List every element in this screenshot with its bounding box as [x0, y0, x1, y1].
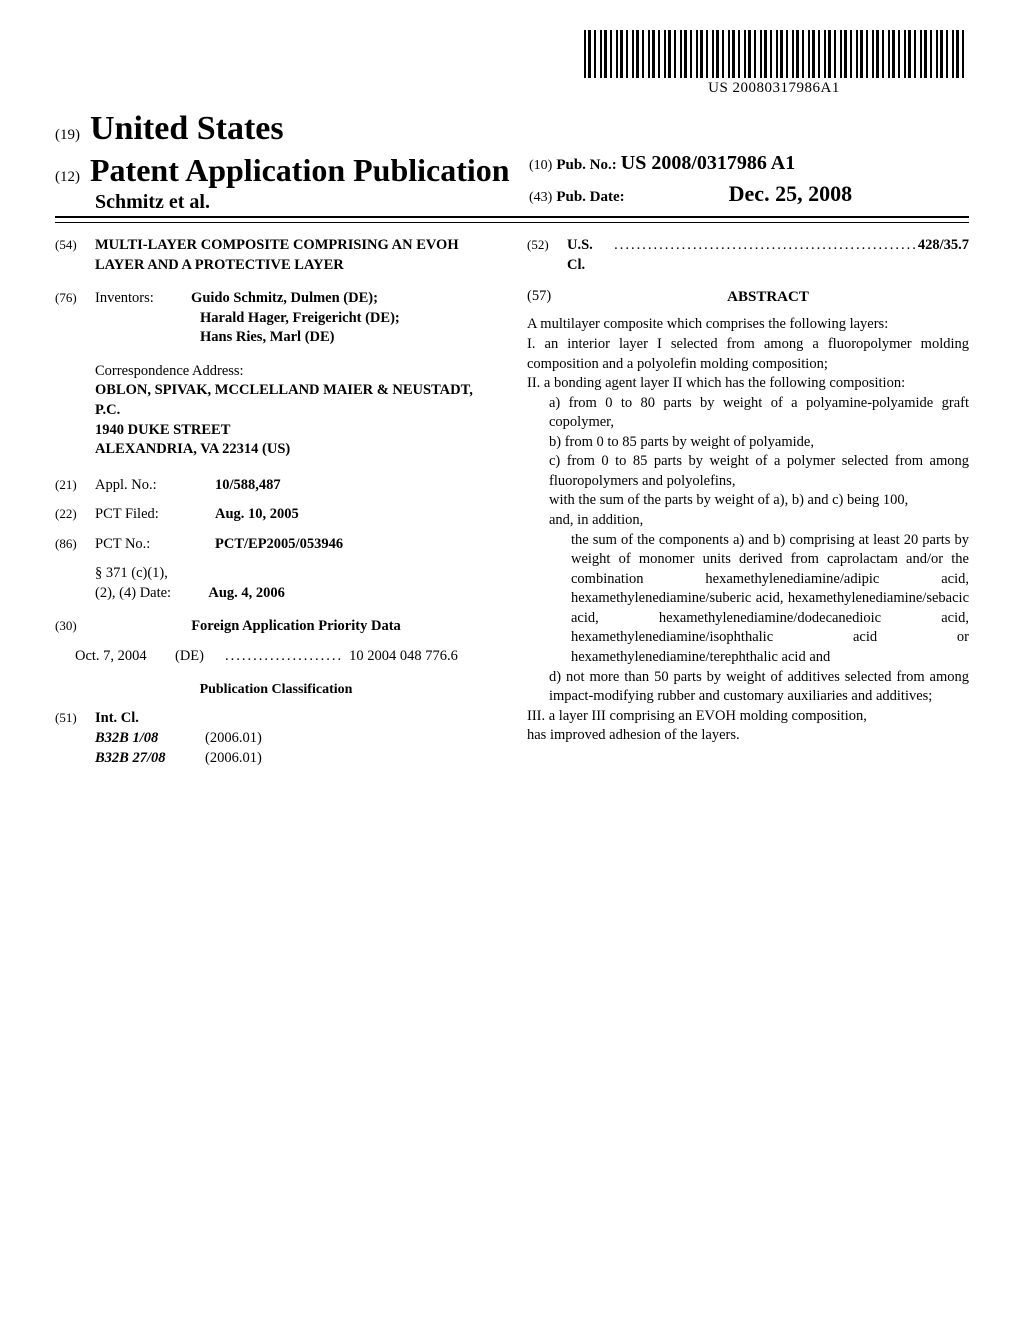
item-a: a) from 0 to 80 parts by weight of a pol…: [549, 394, 969, 433]
intcl-entry-1: B32B 1/08 (2006.01): [95, 729, 325, 749]
intcl-label: Int. Cl.: [95, 709, 325, 729]
correspondence-label: Correspondence Address:: [95, 362, 497, 382]
s371-block: § 371 (c)(1), (2), (4) Date: Aug. 4, 200…: [95, 564, 497, 603]
pubno-label: Pub. No.:: [556, 157, 616, 173]
header-rule: [55, 216, 969, 223]
abstract-tail: has improved adhesion of the layers.: [527, 726, 969, 746]
pubno-value: US 2008/0317986 A1: [621, 152, 795, 174]
left-column: (54) MULTI-LAYER COMPOSITE COMPRISING AN…: [55, 236, 497, 774]
applno-value: 10/588,487: [215, 476, 497, 496]
intcl-cls-2: B32B 27/08: [95, 749, 205, 769]
foreign-priority-title: Foreign Application Priority Data: [95, 617, 497, 637]
uscl-row: (52) U.S. Cl. ..........................…: [527, 236, 969, 275]
code-51: (51): [55, 709, 95, 768]
barcode-text: US 20080317986A1: [584, 80, 964, 97]
foreign-priority-row: Oct. 7, 2004 (DE) ..................... …: [75, 647, 497, 667]
pctfiled-row: (22) PCT Filed: Aug. 10, 2005: [55, 505, 497, 525]
abstract-intro: A multilayer composite which comprises t…: [527, 315, 969, 335]
correspondence-block: Correspondence Address: OBLON, SPIVAK, M…: [95, 362, 497, 460]
code-86: (86): [55, 535, 95, 555]
applno-label: Appl. No.:: [95, 476, 215, 496]
corr-line-3: ALEXANDRIA, VA 22314 (US): [95, 440, 497, 460]
inventor-3: Hans Ries, Marl (DE): [200, 329, 335, 345]
title-entry: (54) MULTI-LAYER COMPOSITE COMPRISING AN…: [55, 236, 497, 275]
dots: .....................: [225, 647, 343, 667]
country: United States: [90, 110, 284, 147]
intcl-entry-2: B32B 27/08 (2006.01): [95, 749, 325, 769]
applno-row: (21) Appl. No.: 10/588,487: [55, 476, 497, 496]
pubdate-value: Dec. 25, 2008: [729, 181, 852, 206]
foreign-date: Oct. 7, 2004: [75, 647, 175, 667]
corr-line-2: 1940 DUKE STREET: [95, 421, 497, 441]
code-54: (54): [55, 236, 95, 275]
pctno-label: PCT No.:: [95, 535, 215, 555]
dots-2: ........................................…: [614, 236, 918, 275]
abstract-header: (57) ABSTRACT: [527, 287, 969, 315]
code-76: (76): [55, 289, 95, 348]
invention-title: MULTI-LAYER COMPOSITE COMPRISING AN EVOH…: [95, 236, 497, 275]
abstract-body: A multilayer composite which comprises t…: [527, 315, 969, 745]
intcl-row: (51) Int. Cl. B32B 1/08 (2006.01) B32B 2…: [55, 709, 497, 768]
pctfiled-label: PCT Filed:: [95, 505, 215, 525]
pubno-line: (10) Pub. No.: US 2008/0317986 A1: [529, 152, 969, 175]
country-line: (19) United States: [55, 110, 969, 148]
right-column: (52) U.S. Cl. ..........................…: [527, 236, 969, 774]
layer-II: II. a bonding agent layer II which has t…: [527, 374, 969, 394]
code-57: (57): [527, 287, 567, 315]
pubdate-label: Pub. Date:: [556, 189, 624, 205]
pctno-value: PCT/EP2005/053946: [215, 535, 497, 555]
item-c: c) from 0 to 85 parts by weight of a pol…: [549, 452, 969, 491]
s371-label-1: § 371 (c)(1),: [95, 564, 497, 584]
item-d: d) not more than 50 parts by weight of a…: [549, 668, 969, 707]
foreign-priority-entry: (30) Foreign Application Priority Data: [55, 617, 497, 637]
uscl-label: U.S. Cl.: [567, 236, 614, 275]
layer-I: I. an interior layer I selected from amo…: [527, 335, 969, 374]
barcode-region: US 20080317986A1: [584, 30, 964, 97]
foreign-num: 10 2004 048 776.6: [349, 647, 458, 667]
pubclass-title: Publication Classification: [55, 681, 497, 700]
pctno-row: (86) PCT No.: PCT/EP2005/053946: [55, 535, 497, 555]
pubdate-line: (43) Pub. Date: Dec. 25, 2008: [529, 181, 969, 207]
item-sum: with the sum of the parts by weight of a…: [549, 491, 969, 511]
code-30: (30): [55, 617, 95, 637]
intcl-ver-2: (2006.01): [205, 749, 325, 769]
code-22: (22): [55, 505, 95, 525]
barcode-graphic: [584, 30, 964, 78]
inventors-entry: (76) Inventors: Guido Schmitz, Dulmen (D…: [55, 289, 497, 348]
intcl-cls-1: B32B 1/08: [95, 729, 205, 749]
item-b: b) from 0 to 85 parts by weight of polya…: [549, 433, 969, 453]
code-43: (43): [529, 190, 552, 205]
pctfiled-value: Aug. 10, 2005: [215, 505, 497, 525]
s371-date: Aug. 4, 2006: [208, 585, 285, 601]
inventor-1: Guido Schmitz, Dulmen (DE);: [191, 290, 378, 306]
abstract-title: ABSTRACT: [567, 287, 969, 307]
code-21: (21): [55, 476, 95, 496]
item-addn: and, in addition,: [549, 511, 969, 531]
code-12: (12): [55, 169, 80, 185]
code-10: (10): [529, 158, 552, 173]
layer-III: III. a layer III comprising an EVOH mold…: [527, 707, 969, 727]
inventor-2: Harald Hager, Freigericht (DE);: [200, 310, 400, 326]
intcl-ver-1: (2006.01): [205, 729, 325, 749]
code-19: (19): [55, 127, 80, 143]
s371-label-2: (2), (4) Date:: [95, 585, 171, 601]
publication-type: Patent Application Publication: [90, 152, 510, 188]
code-52: (52): [527, 236, 567, 275]
uscl-value: 428/35.7: [918, 236, 969, 275]
inventors-label: Inventors:: [95, 290, 154, 306]
corr-line-1: OBLON, SPIVAK, MCCLELLAND MAIER & NEUSTA…: [95, 381, 497, 420]
foreign-country: (DE): [175, 647, 225, 667]
item-ab-detail: the sum of the components a) and b) comp…: [571, 531, 969, 668]
